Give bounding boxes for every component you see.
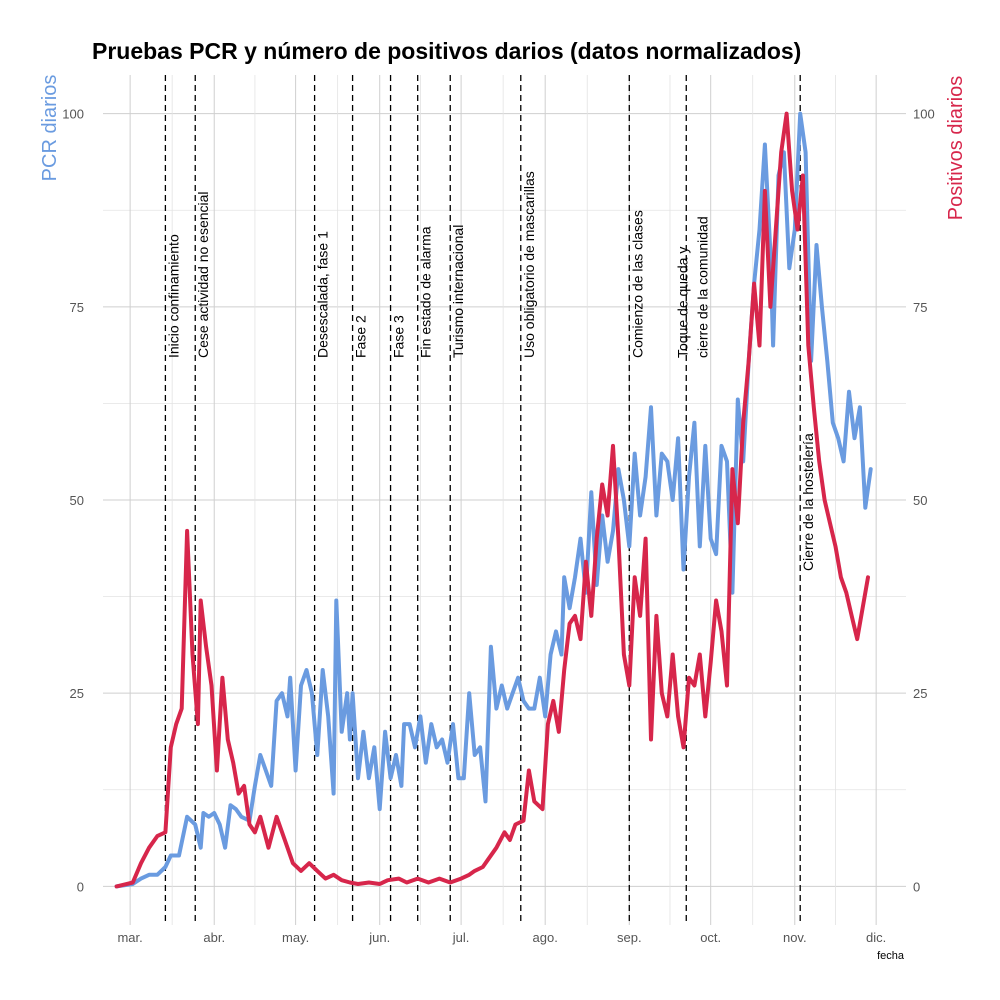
event-label: Uso obligatorio de mascarillas — [521, 171, 537, 358]
x-tick-label: jun. — [368, 930, 390, 945]
y-tick-label-right: 25 — [913, 686, 927, 701]
x-tick-label: oct. — [700, 930, 721, 945]
x-tick-label: abr. — [203, 930, 225, 945]
x-tick-label: jul. — [452, 930, 470, 945]
x-tick-label: mar. — [117, 930, 142, 945]
x-axis-label: fecha — [877, 950, 905, 962]
event-label: Fin estado de alarma — [418, 226, 434, 358]
x-tick-label: may. — [282, 930, 309, 945]
x-tick-label: ago. — [533, 930, 558, 945]
y-tick-label-left: 100 — [62, 107, 84, 122]
event-lines: Inicio confinamiento Cese actividad no es… — [164, 75, 816, 925]
y-tick-label-right: 75 — [913, 300, 927, 315]
event-label: Desescalada, fase 1 — [315, 231, 331, 358]
y-tick-label-right: 0 — [913, 879, 920, 894]
x-tick-label: sep. — [617, 930, 642, 945]
event-label: Cierre de la hostelería — [800, 433, 816, 571]
y-tick-label-right: 50 — [913, 493, 927, 508]
event-label: Cese actividad no esencial — [195, 191, 211, 358]
tick-labels: 0 0 25 25 50 50 75 75 100 100 mar. abr. may. jun. jul.… — [62, 107, 934, 945]
event-label: Toque de queda y — [674, 247, 690, 358]
chart-title: Pruebas PCR y número de positivos darios… — [92, 38, 801, 64]
event-label: cierre de la comunidad — [694, 216, 710, 358]
y-axis-label-right: Positivos diarios — [945, 76, 967, 221]
event-label: Fase 3 — [391, 315, 407, 358]
y-tick-label-left: 0 — [77, 879, 84, 894]
series-lines — [114, 111, 873, 889]
x-tick-label: dic. — [866, 930, 886, 945]
series-line-positivos — [114, 111, 870, 889]
y-tick-label-left: 50 — [70, 493, 84, 508]
y-tick-label-left: 75 — [70, 300, 84, 315]
grid — [103, 75, 906, 925]
event-label: Fase 2 — [353, 315, 369, 358]
event-label: Comienzo de las clases — [629, 210, 645, 358]
y-tick-label-left: 25 — [70, 686, 84, 701]
y-tick-label-right: 100 — [913, 107, 935, 122]
x-tick-label: nov. — [783, 930, 807, 945]
event-label: Turismo internacional — [450, 225, 466, 358]
event-label: Inicio confinamiento — [165, 234, 181, 358]
y-axis-label-left: PCR diarios — [39, 75, 61, 182]
